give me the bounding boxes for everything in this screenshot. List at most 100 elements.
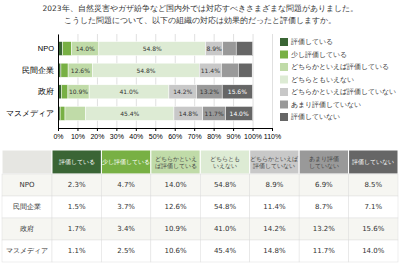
table-row-label: 民間企業 [13, 203, 41, 211]
x-tick-label: 20% [90, 133, 104, 140]
table-value: 7.1% [364, 203, 382, 211]
legend-item: どちらともいえない [280, 76, 354, 84]
x-tick: 20% [90, 128, 104, 140]
table-value: 15.6% [362, 225, 385, 233]
table-row-label: 政府 [20, 225, 34, 233]
table-value: 13.2% [313, 225, 336, 233]
data-label: 8.9% [206, 45, 222, 52]
table-value: 14.2% [263, 225, 286, 233]
table-value: 8.9% [266, 181, 284, 189]
data-label: 41.0% [119, 88, 138, 95]
data-label: 11.4% [201, 67, 220, 74]
table-cell [151, 218, 200, 240]
table-value: 1.1% [68, 247, 86, 255]
table-header-cell [299, 150, 348, 174]
x-axis-line [59, 129, 273, 132]
x-tick-label: 10% [71, 133, 85, 140]
table-cell [200, 240, 249, 262]
bar-segment [199, 63, 221, 77]
data-label: 45.4% [120, 110, 139, 117]
bar-segment [222, 85, 252, 99]
table-header: どちらかといえば評価している [155, 156, 197, 169]
table-row-label: NPO [20, 181, 35, 189]
y-tick: 政府 [38, 87, 58, 96]
x-tick-label: 110% [264, 133, 281, 140]
x-tick-label: 90% [227, 133, 241, 140]
table-row-label-cell [2, 196, 52, 218]
legend-label: どちらともいえない [291, 76, 354, 84]
table-value: 1.7% [68, 225, 86, 233]
grid-line [58, 34, 59, 128]
table-value: 45.4% [214, 247, 237, 255]
bars [58, 42, 253, 121]
x-tick: 80% [207, 128, 221, 140]
legend: 評価している少し評価しているどちらかといえば評価しているどちらともいえないどちら… [280, 38, 396, 121]
table-row-label-cell [2, 240, 52, 262]
table-value: 14.0% [164, 181, 187, 189]
data-label: 15.6% [228, 88, 247, 95]
bar-segment [223, 42, 236, 56]
bar-segment [99, 42, 206, 56]
legend-label: どちらかといえば評価していない [291, 88, 396, 96]
bar-segment [65, 106, 86, 120]
x-tick-label: 100% [244, 133, 262, 140]
table: 評価している少し評価しているどちらかといえば評価しているどちらともいえないどちら… [2, 150, 398, 262]
table-value: 12.6% [164, 203, 187, 211]
table-cell [52, 196, 101, 218]
bar-segment [61, 63, 68, 77]
x-tick: 70% [188, 128, 202, 140]
legend-swatch [280, 76, 288, 84]
table-value: 1.5% [68, 203, 86, 211]
table-cell [299, 218, 348, 240]
bar-segment [72, 42, 99, 56]
legend-label: 少し評価している [291, 51, 347, 59]
legend-swatch [280, 88, 288, 96]
x-tick: 60% [168, 128, 182, 140]
x-tick: 110% [264, 128, 281, 140]
table-row-label-cell [2, 174, 52, 196]
table-value: 14.0% [362, 247, 385, 255]
data-label: 11.7% [205, 110, 224, 117]
table-value: 41.0% [214, 225, 237, 233]
y-tick: マスメディア [6, 109, 58, 118]
x-tick-mark [136, 128, 137, 131]
table-header: 少し評価している [102, 159, 150, 165]
legend-swatch [280, 51, 288, 59]
data-label: 14.8% [179, 110, 198, 117]
data-label: 54.8% [143, 45, 162, 52]
table-header-cell [250, 150, 299, 174]
x-tick-label: 0% [53, 133, 63, 140]
bar-segment [236, 42, 253, 56]
table-value: 14.8% [263, 247, 286, 255]
x-tick: 90% [227, 128, 241, 140]
x-tick-mark [233, 128, 234, 131]
table-cell [151, 196, 200, 218]
x-tick-mark [214, 128, 215, 131]
legend-label: あまり評価していない [291, 101, 361, 109]
bar-segment [238, 63, 252, 77]
table-cell [151, 240, 200, 262]
table-cell [151, 174, 200, 196]
y-tick: 民間企業 [22, 66, 58, 75]
x-tick-label: 50% [149, 133, 163, 140]
table-cell [299, 196, 348, 218]
x-tick: 40% [129, 128, 143, 140]
chart: 2023年、自然災害やガザ紛争など国内外では対応すべきさまざまな問題がありました… [0, 0, 400, 267]
grid-tick [272, 34, 273, 128]
table-value: 2.5% [117, 247, 135, 255]
legend-swatch [280, 63, 288, 71]
bar-segment [197, 85, 223, 99]
legend-label: 評価している [291, 38, 333, 46]
table-cell [52, 174, 101, 196]
legend-item: 評価している [280, 38, 333, 46]
table-cell [250, 174, 299, 196]
table-cell [349, 218, 398, 240]
table-header-cell [101, 150, 150, 174]
table-value: 8.7% [315, 203, 333, 211]
table-cell [250, 218, 299, 240]
table-value: 11.7% [313, 247, 336, 255]
data-label: 10.9% [69, 88, 88, 95]
x-tick: 10% [71, 128, 85, 140]
data-labels: 14.0%12.6%10.9%54.8%54.8%41.0%45.4%8.9%1… [69, 45, 249, 117]
bar-segment [68, 63, 93, 77]
